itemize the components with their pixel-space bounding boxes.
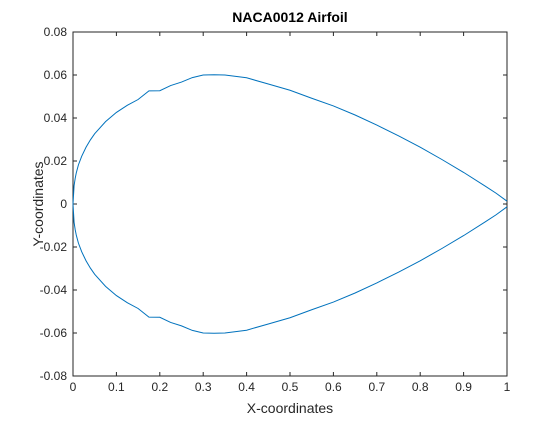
x-tick-label: 0.2 xyxy=(151,380,168,394)
y-tick-label: -0.02 xyxy=(40,240,68,254)
y-tick-label: 0.06 xyxy=(44,68,68,82)
x-axis-ticks: 0 0.1 0.2 0.3 0.4 0.5 0.6 0.7 0.8 0.9 1 xyxy=(70,32,511,394)
x-tick-label: 1 xyxy=(504,380,511,394)
x-axis-label: X-coordinates xyxy=(247,400,333,416)
y-tick-label: -0.04 xyxy=(40,283,68,297)
x-tick-label: 0.6 xyxy=(325,380,342,394)
y-tick-label: -0.08 xyxy=(40,369,68,383)
y-tick-label: 0 xyxy=(60,197,67,211)
x-tick-label: 0.3 xyxy=(195,380,212,394)
x-tick-label: 0.4 xyxy=(238,380,255,394)
airfoil-outline-line xyxy=(72,74,508,334)
y-tick-label: 0.04 xyxy=(44,111,68,125)
y-tick-label: 0.08 xyxy=(44,25,68,39)
y-tick-label: 0.02 xyxy=(44,154,68,168)
x-tick-label: 0 xyxy=(70,380,77,394)
y-axis-ticks: -0.08 -0.06 -0.04 -0.02 0 0.02 0.04 0.06 0.08 xyxy=(40,25,507,383)
x-tick-label: 0.7 xyxy=(368,380,385,394)
x-tick-label: 0.8 xyxy=(412,380,429,394)
y-tick-label: -0.06 xyxy=(40,326,68,340)
x-tick-label: 0.1 xyxy=(108,380,125,394)
y-axis-label: Y-coordinates xyxy=(30,161,46,246)
chart-title: NACA0012 Airfoil xyxy=(232,9,347,25)
x-tick-label: 0.5 xyxy=(282,380,299,394)
plot-area xyxy=(72,31,508,377)
x-tick-label: 0.9 xyxy=(455,380,472,394)
